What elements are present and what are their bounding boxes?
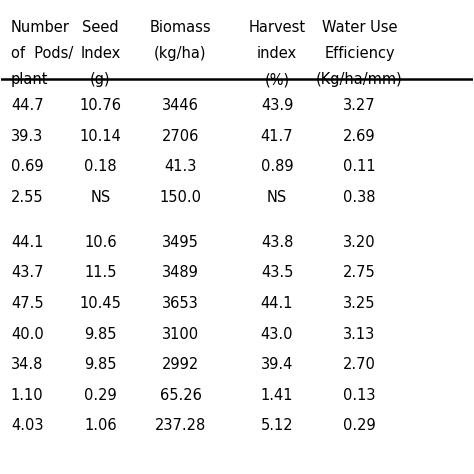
Text: of  Pods/: of Pods/ bbox=[11, 46, 73, 61]
Text: 10.14: 10.14 bbox=[80, 128, 121, 144]
Text: 2992: 2992 bbox=[162, 357, 199, 372]
Text: 10.6: 10.6 bbox=[84, 235, 117, 250]
Text: Biomass: Biomass bbox=[150, 20, 211, 35]
Text: 2.75: 2.75 bbox=[343, 265, 376, 280]
Text: 44.1: 44.1 bbox=[261, 296, 293, 311]
Text: 2706: 2706 bbox=[162, 128, 199, 144]
Text: 3489: 3489 bbox=[162, 265, 199, 280]
Text: 2.69: 2.69 bbox=[343, 128, 376, 144]
Text: 34.8: 34.8 bbox=[11, 357, 43, 372]
Text: 4.03: 4.03 bbox=[11, 419, 43, 433]
Text: 3495: 3495 bbox=[162, 235, 199, 250]
Text: (kg/ha): (kg/ha) bbox=[154, 46, 207, 61]
Text: (Kg/ha/mm): (Kg/ha/mm) bbox=[316, 72, 403, 87]
Text: 3.25: 3.25 bbox=[343, 296, 376, 311]
Text: 3100: 3100 bbox=[162, 327, 199, 342]
Text: Number: Number bbox=[11, 20, 70, 35]
Text: Efficiency: Efficiency bbox=[324, 46, 395, 61]
Text: 10.45: 10.45 bbox=[80, 296, 121, 311]
Text: 40.0: 40.0 bbox=[11, 327, 44, 342]
Text: 0.13: 0.13 bbox=[343, 388, 376, 403]
Text: 47.5: 47.5 bbox=[11, 296, 44, 311]
Text: Index: Index bbox=[80, 46, 120, 61]
Text: Water Use: Water Use bbox=[322, 20, 397, 35]
Text: NS: NS bbox=[267, 190, 287, 205]
Text: 3446: 3446 bbox=[162, 98, 199, 113]
Text: (%): (%) bbox=[264, 72, 290, 87]
Text: NS: NS bbox=[90, 190, 110, 205]
Text: 3.27: 3.27 bbox=[343, 98, 376, 113]
Text: 237.28: 237.28 bbox=[155, 419, 206, 433]
Text: plant: plant bbox=[11, 72, 48, 87]
Text: 43.0: 43.0 bbox=[261, 327, 293, 342]
Text: 1.41: 1.41 bbox=[261, 388, 293, 403]
Text: 1.06: 1.06 bbox=[84, 419, 117, 433]
Text: 0.18: 0.18 bbox=[84, 159, 117, 174]
Text: 44.1: 44.1 bbox=[11, 235, 43, 250]
Text: 5.12: 5.12 bbox=[261, 419, 293, 433]
Text: 3653: 3653 bbox=[162, 296, 199, 311]
Text: 0.29: 0.29 bbox=[343, 419, 376, 433]
Text: 0.69: 0.69 bbox=[11, 159, 44, 174]
Text: 0.11: 0.11 bbox=[343, 159, 376, 174]
Text: 150.0: 150.0 bbox=[159, 190, 201, 205]
Text: 43.5: 43.5 bbox=[261, 265, 293, 280]
Text: 39.3: 39.3 bbox=[11, 128, 43, 144]
Text: 65.26: 65.26 bbox=[160, 388, 201, 403]
Text: 3.20: 3.20 bbox=[343, 235, 376, 250]
Text: Harvest: Harvest bbox=[248, 20, 306, 35]
Text: 2.55: 2.55 bbox=[11, 190, 44, 205]
Text: 10.76: 10.76 bbox=[79, 98, 121, 113]
Text: 39.4: 39.4 bbox=[261, 357, 293, 372]
Text: 11.5: 11.5 bbox=[84, 265, 117, 280]
Text: Seed: Seed bbox=[82, 20, 118, 35]
Text: 9.85: 9.85 bbox=[84, 327, 117, 342]
Text: 3.13: 3.13 bbox=[343, 327, 375, 342]
Text: 9.85: 9.85 bbox=[84, 357, 117, 372]
Text: index: index bbox=[257, 46, 297, 61]
Text: 41.3: 41.3 bbox=[164, 159, 197, 174]
Text: (g): (g) bbox=[90, 72, 110, 87]
Text: 43.9: 43.9 bbox=[261, 98, 293, 113]
Text: 0.29: 0.29 bbox=[84, 388, 117, 403]
Text: 41.7: 41.7 bbox=[261, 128, 293, 144]
Text: 0.89: 0.89 bbox=[261, 159, 293, 174]
Text: 43.8: 43.8 bbox=[261, 235, 293, 250]
Text: 43.7: 43.7 bbox=[11, 265, 43, 280]
Text: 2.70: 2.70 bbox=[343, 357, 376, 372]
Text: 0.38: 0.38 bbox=[343, 190, 376, 205]
Text: 44.7: 44.7 bbox=[11, 98, 44, 113]
Text: 1.10: 1.10 bbox=[11, 388, 44, 403]
